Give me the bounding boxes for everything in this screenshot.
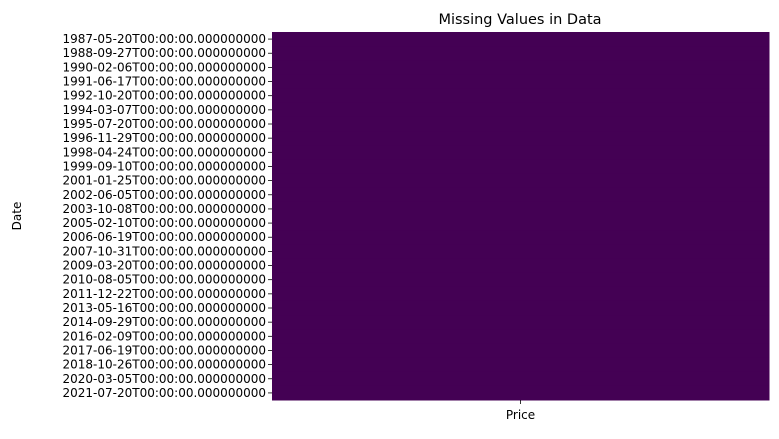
y-tick-label: 1988-09-27T00:00:00.000000000 [63,46,267,60]
heatmap-cell [272,216,770,231]
x-axis-ticks: Price [506,400,535,422]
heatmap-cell [272,315,770,330]
y-tick-label: 2010-08-05T00:00:00.000000000 [63,273,267,287]
heatmap-cell [272,131,770,146]
heatmap-cells [272,32,770,401]
heatmap-cell [272,74,770,90]
heatmap-cell [272,159,770,175]
y-tick-label: 1996-11-29T00:00:00.000000000 [63,131,267,145]
y-tick-label: 2005-02-10T00:00:00.000000000 [63,216,267,230]
y-tick-label: 2018-10-26T00:00:00.000000000 [63,358,267,372]
heatmap-cell [272,371,770,387]
y-tick-label: 1990-02-06T00:00:00.000000000 [63,60,267,74]
y-tick-label: 1987-05-20T00:00:00.000000000 [63,32,267,46]
heatmap-cell [272,173,770,189]
heatmap-cell [272,357,770,373]
heatmap-cell [272,230,770,245]
heatmap-cell [272,343,770,359]
heatmap-cell [272,145,770,160]
heatmap-cell [272,60,770,75]
heatmap-cell [272,116,770,132]
y-tick-label: 1995-07-20T00:00:00.000000000 [63,117,267,131]
chart-title: Missing Values in Data [438,12,601,28]
heatmap-cell [272,201,770,217]
y-tick-label: 2011-12-22T00:00:00.000000000 [63,287,267,301]
y-tick-label: 2007-10-31T00:00:00.000000000 [63,244,267,258]
heatmap-cell [272,32,770,47]
y-tick-label: 2020-03-05T00:00:00.000000000 [63,372,267,386]
y-tick-label: 2014-09-29T00:00:00.000000000 [63,315,267,329]
y-tick-label: 2003-10-08T00:00:00.000000000 [63,202,267,216]
heatmap-cell [272,300,770,316]
y-axis-label: Date [10,202,24,231]
y-tick-label: 2002-06-05T00:00:00.000000000 [63,188,267,202]
y-tick-label: 2001-01-25T00:00:00.000000000 [63,174,267,188]
y-tick-label: 1991-06-17T00:00:00.000000000 [63,75,267,89]
heatmap-cell [272,102,770,118]
heatmap-cell [272,329,770,344]
y-tick-label: 2006-06-19T00:00:00.000000000 [63,230,267,244]
x-tick-label: Price [506,408,535,422]
heatmap-cell [272,187,770,203]
y-tick-label: 1992-10-20T00:00:00.000000000 [63,89,267,103]
heatmap-cell [272,46,770,61]
y-tick-label: 2021-07-20T00:00:00.000000000 [63,386,267,400]
y-tick-label: 1994-03-07T00:00:00.000000000 [63,103,267,117]
y-axis-ticks: 1987-05-20T00:00:00.0000000001988-09-27T… [63,32,272,400]
y-tick-label: 2017-06-19T00:00:00.000000000 [63,343,267,357]
heatmap-cell [272,258,770,274]
y-tick-label: 1999-09-10T00:00:00.000000000 [63,159,267,173]
y-tick-label: 2009-03-20T00:00:00.000000000 [63,259,267,273]
heatmap-cell [272,385,770,401]
heatmap-cell [272,272,770,288]
y-tick-label: 2013-05-16T00:00:00.000000000 [63,301,267,315]
y-tick-label: 1998-04-24T00:00:00.000000000 [63,145,267,159]
heatmap-cell [272,244,770,259]
y-tick-label: 2016-02-09T00:00:00.000000000 [63,329,267,343]
heatmap-cell [272,88,770,104]
heatmap-cell [272,286,770,302]
